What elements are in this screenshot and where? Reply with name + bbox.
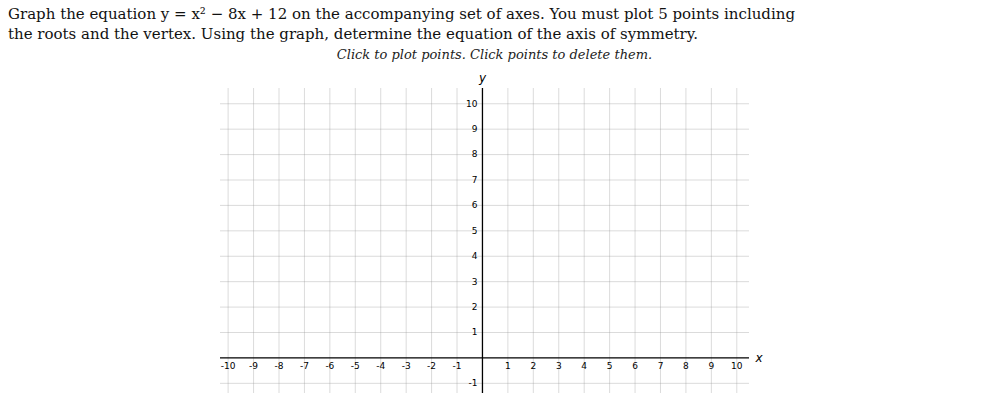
- svg-text:1: 1: [505, 361, 511, 371]
- svg-text:1: 1: [472, 327, 478, 337]
- svg-text:10: 10: [731, 361, 743, 371]
- svg-text:10: 10: [466, 99, 478, 109]
- svg-text:2: 2: [530, 361, 536, 371]
- svg-text:-3: -3: [402, 361, 411, 371]
- svg-text:-7: -7: [300, 361, 309, 371]
- svg-text:7: 7: [658, 361, 664, 371]
- svg-text:8: 8: [683, 361, 689, 371]
- svg-text:4: 4: [581, 361, 587, 371]
- svg-text:6: 6: [632, 361, 638, 371]
- svg-text:9: 9: [708, 361, 714, 371]
- svg-text:-5: -5: [351, 361, 360, 371]
- svg-text:-9: -9: [249, 361, 258, 371]
- svg-text:-10: -10: [221, 361, 236, 371]
- svg-text:-1: -1: [468, 378, 477, 388]
- svg-text:2: 2: [472, 302, 478, 312]
- svg-text:y: y: [478, 71, 487, 85]
- svg-text:-2: -2: [427, 361, 436, 371]
- html-text:Click to plot points. Click po: Click to plot points. Click points to de…: [336, 47, 653, 62]
- svg-text:9: 9: [472, 124, 478, 134]
- html-text:Graph the equation y = x² − 8x: Graph the equation y = x² − 8x + 12 on t…: [8, 5, 795, 43]
- svg-text:8: 8: [472, 149, 478, 159]
- svg-text:-6: -6: [325, 361, 334, 371]
- svg-text:-8: -8: [275, 361, 284, 371]
- svg-text:4: 4: [472, 251, 478, 261]
- svg-text:-4: -4: [376, 361, 385, 371]
- svg-text:-1: -1: [453, 361, 462, 371]
- svg-text:6: 6: [472, 200, 478, 210]
- svg-text:3: 3: [472, 277, 478, 287]
- svg-text:5: 5: [472, 226, 478, 236]
- svg-text:3: 3: [556, 361, 562, 371]
- svg-text:5: 5: [607, 361, 613, 371]
- svg-text:x: x: [755, 351, 764, 365]
- svg-text:7: 7: [472, 175, 478, 185]
